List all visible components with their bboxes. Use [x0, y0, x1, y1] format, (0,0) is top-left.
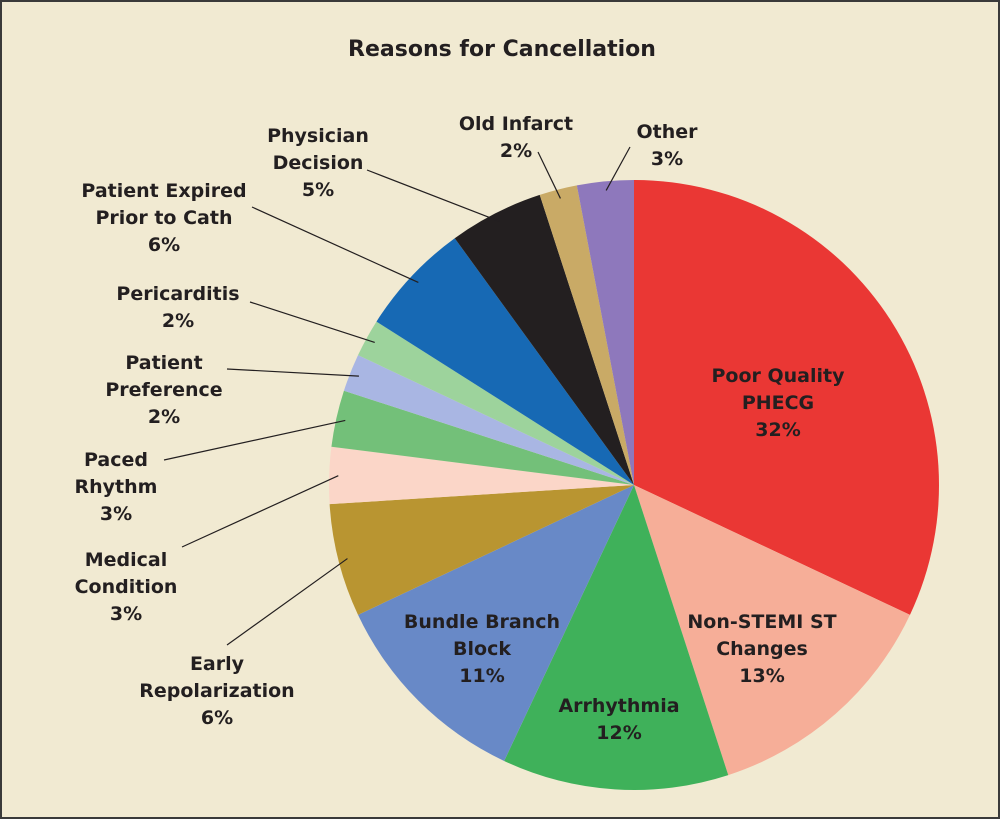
slice-label: Preference [105, 379, 222, 401]
pie-slice [376, 238, 634, 485]
slice-label: Early [190, 653, 245, 675]
leader-line [181, 475, 339, 548]
pie-slice [329, 485, 634, 615]
slice-percent-label: 2% [162, 310, 194, 332]
slice-percent-label: 13% [739, 665, 784, 687]
pie-slice [358, 321, 634, 485]
leader-line [163, 419, 346, 461]
pie-slice [539, 185, 634, 485]
leader-line [226, 368, 359, 377]
slice-label: Decision [273, 152, 364, 174]
slice-label: Non-STEMI ST [687, 611, 836, 633]
pie-slice [454, 194, 634, 485]
pie-slice [358, 485, 634, 761]
slice-label: Prior to Cath [96, 207, 233, 229]
slice-label: Changes [716, 638, 808, 660]
slice-label: Rhythm [75, 476, 158, 498]
slice-percent-label: 2% [500, 140, 532, 162]
slice-label: Condition [75, 576, 178, 598]
leader-line [251, 206, 419, 284]
slice-label: Repolarization [139, 680, 294, 702]
slice-percent-label: 2% [148, 406, 180, 428]
pie-slice [634, 180, 940, 615]
slice-label: Physician [267, 125, 369, 147]
slice-label: Block [453, 638, 511, 660]
slice-percent-label: 32% [755, 419, 800, 441]
slice-percent-label: 6% [201, 707, 233, 729]
slice-label: Pericarditis [116, 283, 239, 305]
pie-slice [576, 180, 634, 485]
slice-label: Medical [85, 549, 168, 571]
pie-slice [634, 485, 910, 776]
leader-line [249, 301, 375, 344]
slice-label: Poor Quality [711, 365, 845, 387]
slice-label: Old Infarct [459, 113, 573, 135]
slice-label: Other [636, 121, 698, 143]
slice-percent-label: 3% [651, 148, 683, 170]
pie-slice [504, 485, 729, 791]
slice-percent-label: 5% [302, 179, 334, 201]
pie-slice [329, 446, 634, 505]
slice-label: Paced [84, 449, 148, 471]
slice-percent-label: 3% [100, 503, 132, 525]
leader-line [366, 169, 500, 222]
pie-slice [343, 355, 634, 485]
slice-label: Bundle Branch [404, 611, 560, 633]
leader-line [605, 146, 631, 191]
slice-label: Arrhythmia [558, 695, 679, 717]
slice-label: Patient [125, 352, 202, 374]
pie-slice [331, 390, 634, 485]
chart-title: Reasons for Cancellation [348, 37, 656, 62]
slice-percent-label: 11% [459, 665, 504, 687]
leader-line [226, 558, 348, 646]
slice-percent-label: 3% [110, 603, 142, 625]
slice-percent-label: 12% [596, 722, 641, 744]
leader-line [537, 151, 561, 199]
slice-label: Patient Expired [81, 180, 246, 202]
slice-label: PHECG [742, 392, 814, 414]
slice-percent-label: 6% [148, 234, 180, 256]
